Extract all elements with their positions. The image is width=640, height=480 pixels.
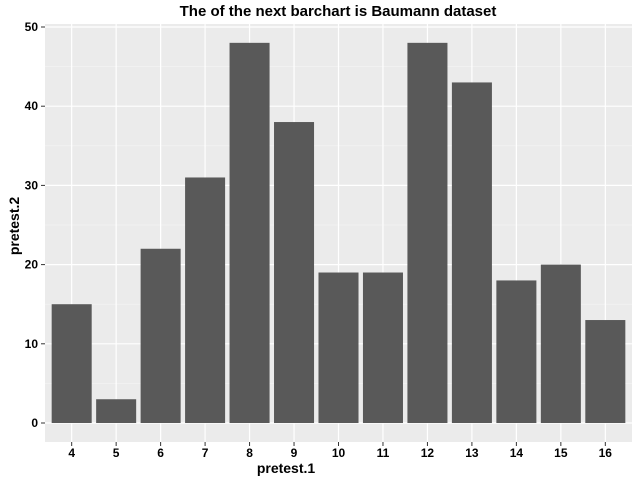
- y-tick-label: 30: [25, 178, 39, 192]
- x-axis-title: pretest.1: [257, 460, 316, 476]
- chart-title: The of the next barchart is Baumann data…: [180, 3, 497, 20]
- bar-11: [362, 272, 403, 423]
- y-tick-label: 0: [31, 416, 38, 430]
- x-tick-label: 4: [68, 446, 75, 460]
- x-tick-label: 15: [554, 446, 568, 460]
- x-tick-label: 8: [246, 446, 253, 460]
- bar-15: [540, 264, 581, 423]
- bar-5: [96, 399, 137, 423]
- bar-13: [451, 82, 492, 423]
- y-tick-label: 10: [25, 337, 39, 351]
- x-tick-label: 6: [157, 446, 164, 460]
- y-tick-label: 20: [25, 258, 39, 272]
- bar-16: [585, 320, 626, 423]
- y-axis-title: pretest.2: [6, 197, 22, 256]
- x-tick-label: 11: [377, 446, 390, 460]
- bar-9: [274, 122, 315, 423]
- bar-4: [51, 304, 92, 423]
- x-tick-label: 9: [291, 446, 298, 460]
- x-tick-label: 14: [510, 446, 524, 460]
- x-tick-label: 12: [421, 446, 435, 460]
- x-tick-label: 5: [113, 446, 120, 460]
- x-tick-label: 7: [202, 446, 209, 460]
- x-tick-label: 16: [599, 446, 613, 460]
- bar-10: [318, 272, 359, 423]
- y-tick-label: 50: [25, 20, 39, 34]
- bar-8: [229, 42, 270, 424]
- bar-12: [407, 42, 448, 424]
- bar-6: [140, 248, 181, 423]
- x-tick-label: 13: [465, 446, 479, 460]
- plot-panel: [45, 24, 632, 442]
- bar-7: [185, 177, 226, 423]
- x-tick-label: 10: [332, 446, 346, 460]
- y-tick-label: 40: [25, 99, 39, 113]
- bar-14: [496, 280, 537, 423]
